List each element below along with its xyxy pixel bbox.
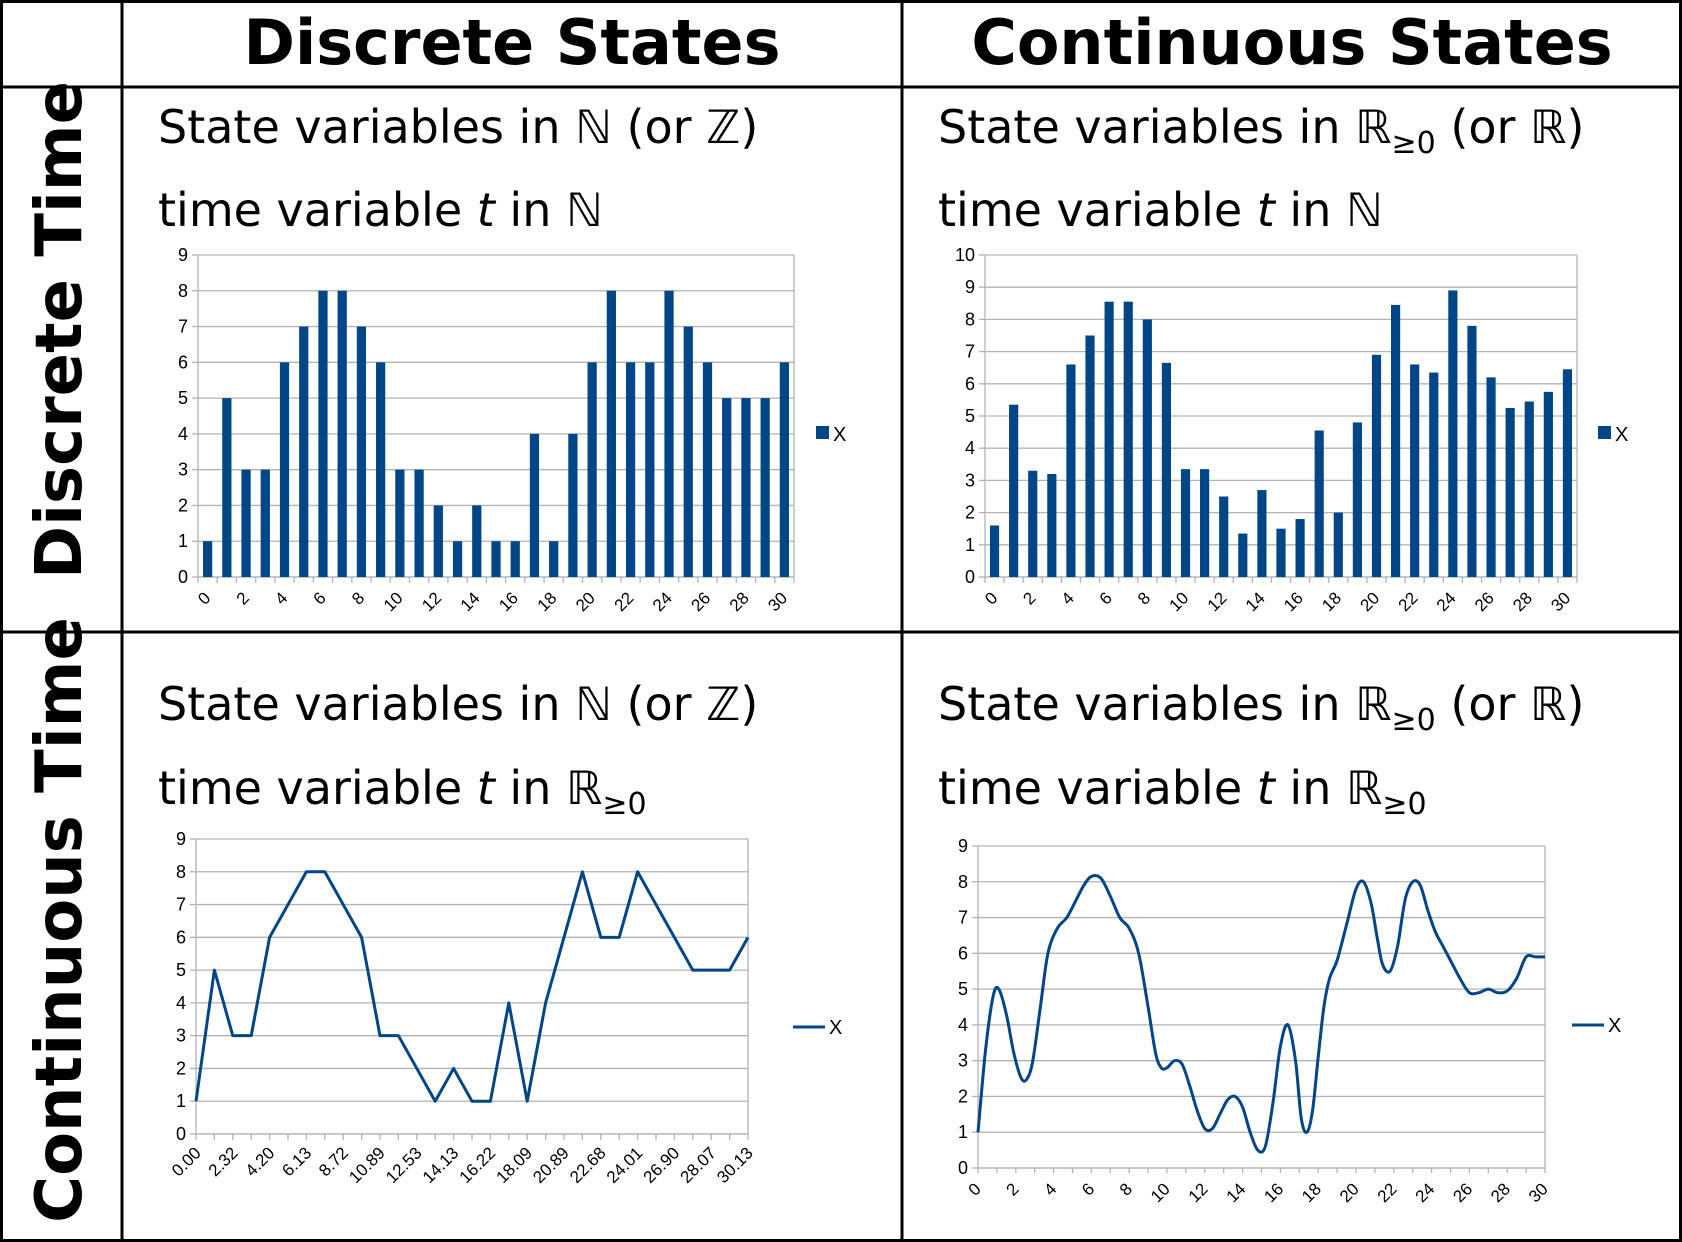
cc-state-set: ℝ bbox=[1355, 677, 1392, 731]
dc-time-description: time variable t in ℕ bbox=[938, 187, 1383, 242]
dd-state-text: State variables in ℕ (or ℤ) bbox=[158, 100, 759, 154]
cc-state-description: State variables in ℝ≥0 (or ℝ) bbox=[938, 681, 1584, 736]
dd-time-var: t bbox=[476, 183, 495, 237]
cc-time-set: ℝ bbox=[1345, 761, 1383, 815]
dd-state-description: State variables in ℕ (or ℤ) bbox=[158, 104, 758, 150]
dd-time-prefix: time variable bbox=[158, 183, 477, 237]
cd-state-text: State variables in ℕ (or ℤ) bbox=[158, 677, 759, 731]
dc-time-prefix: time variable bbox=[938, 183, 1257, 237]
dc-state-description: State variables in ℝ≥0 (or ℝ) bbox=[938, 104, 1584, 159]
dc-time-set: ℕ bbox=[1345, 183, 1383, 237]
column-header-continuous-states: Continuous States bbox=[971, 6, 1613, 79]
dc-state-prefix: State variables in bbox=[938, 100, 1356, 154]
cd-time-in: in bbox=[494, 761, 566, 815]
cd-time-set: ℝ bbox=[565, 761, 603, 815]
dd-time-in: in bbox=[494, 183, 566, 237]
dc-state-sub: ≥0 bbox=[1391, 126, 1436, 161]
cc-state-sub: ≥0 bbox=[1391, 703, 1436, 738]
cd-time-description: time variable t in ℝ≥0 bbox=[158, 765, 647, 820]
dd-time-description: time variable t in ℕ bbox=[158, 187, 603, 242]
dc-state-suffix: (or ℝ) bbox=[1435, 100, 1585, 154]
cd-state-description: State variables in ℕ (or ℤ) bbox=[158, 681, 758, 727]
cc-state-prefix: State variables in bbox=[938, 677, 1356, 731]
cc-time-description: time variable t in ℝ≥0 bbox=[938, 765, 1427, 820]
cc-time-in: in bbox=[1274, 761, 1346, 815]
cd-time-sub: ≥0 bbox=[602, 787, 647, 822]
dd-time-set: ℕ bbox=[565, 183, 603, 237]
cc-time-prefix: time variable bbox=[938, 761, 1257, 815]
dc-time-var: t bbox=[1256, 183, 1275, 237]
column-header-discrete-states: Discrete States bbox=[243, 6, 781, 79]
cd-time-prefix: time variable bbox=[158, 761, 477, 815]
row-header-discrete-time: Discrete Time bbox=[23, 80, 97, 580]
cc-time-var: t bbox=[1256, 761, 1275, 815]
cc-state-suffix: (or ℝ) bbox=[1435, 677, 1585, 731]
dc-state-set: ℝ bbox=[1355, 100, 1392, 154]
cc-time-sub: ≥0 bbox=[1382, 787, 1427, 822]
cd-time-var: t bbox=[476, 761, 495, 815]
dc-time-in: in bbox=[1274, 183, 1346, 237]
row-header-continuous-time: Continuous Time bbox=[23, 617, 97, 1223]
